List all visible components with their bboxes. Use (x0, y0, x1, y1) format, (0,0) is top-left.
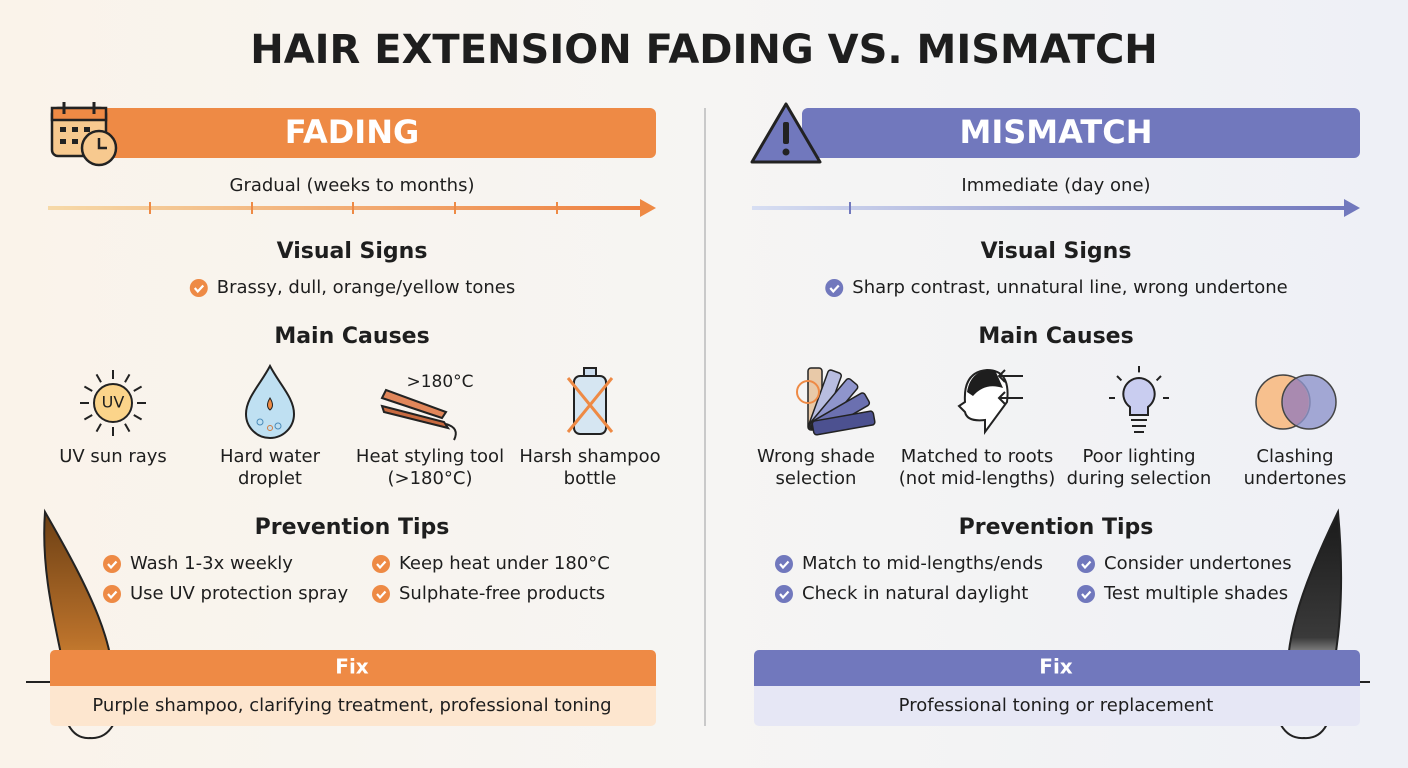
prevention-tip: Wash 1-3x weekly (130, 553, 293, 574)
cause-label: (not mid-lengths) (899, 468, 1055, 489)
heading-icon (750, 102, 822, 164)
check-icon (372, 585, 390, 603)
cause-label: during selection (1067, 468, 1212, 489)
timeline-line (48, 206, 642, 210)
section-heading: Prevention Tips (255, 515, 450, 540)
panel-heading: MISMATCH (959, 113, 1152, 151)
timeline-arrow (1344, 199, 1360, 217)
visual-sign: Sharp contrast, unnatural line, wrong un… (852, 277, 1287, 298)
check-icon (825, 279, 844, 297)
cause-icon (380, 388, 457, 441)
fix-text: Purple shampoo, clarifying treatment, pr… (92, 695, 611, 716)
section-heading: Visual Signs (277, 239, 428, 264)
cause-icon (80, 370, 146, 436)
fix-bar (50, 650, 656, 686)
title: HAIR EXTENSION FADING VS. MISMATCH (250, 27, 1158, 73)
panels: FADING Gradual (weeks to months) Visual Si… (48, 102, 1360, 726)
fix-heading: Fix (1039, 655, 1073, 679)
prevention-tip: Keep heat under 180°C (399, 553, 610, 574)
timeline-label: Immediate (day one) (961, 175, 1150, 196)
prevention-tip: Consider undertones (1104, 553, 1292, 574)
timeline-line (752, 206, 1346, 210)
cause-icon (957, 368, 1023, 436)
visual-sign: Brassy, dull, orange/yellow tones (217, 277, 515, 298)
section-heading: Main Causes (978, 324, 1133, 349)
cause-label: Harsh shampoo (519, 446, 660, 467)
check-icon (1077, 585, 1095, 603)
cause-label: (>180°C) (387, 468, 472, 489)
panel-heading: FADING (285, 113, 419, 151)
cause-icon (1109, 366, 1169, 433)
section-heading: Main Causes (274, 324, 429, 349)
check-icon (103, 585, 121, 603)
check-icon (775, 555, 793, 573)
cause-label: Hard water (220, 446, 321, 467)
cause-icon (796, 367, 876, 436)
heading-icon (50, 102, 118, 167)
icon-text: UV (102, 393, 125, 412)
prevention-tip: Check in natural daylight (802, 583, 1028, 604)
cause-label: bottle (564, 468, 617, 489)
check-icon (1077, 555, 1095, 573)
check-icon (189, 279, 208, 297)
cause-label: UV sun rays (59, 446, 167, 467)
fix-text: Professional toning or replacement (899, 695, 1214, 716)
cause-label: Wrong shade (757, 446, 875, 467)
prevention-tip: Sulphate-free products (399, 583, 605, 604)
fix-heading: Fix (335, 655, 369, 679)
cause-label: Heat styling tool (356, 446, 504, 467)
section-heading: Prevention Tips (959, 515, 1154, 540)
timeline-arrow (640, 199, 656, 217)
cause-icon (566, 367, 614, 435)
heading-bar (98, 108, 656, 158)
icon-text: >180°C (406, 372, 473, 392)
check-icon (775, 585, 793, 603)
cause-label: selection (776, 468, 857, 489)
cause-icon (1255, 374, 1337, 430)
check-icon (372, 555, 390, 573)
prevention-tip: Match to mid-lengths/ends (802, 553, 1043, 574)
cause-label: Matched to roots (901, 446, 1053, 467)
cause-label: Clashing (1256, 446, 1333, 467)
fix-bar (754, 650, 1360, 686)
section-heading: Visual Signs (981, 239, 1132, 264)
cause-label: Poor lighting (1082, 446, 1195, 467)
prevention-tip: Test multiple shades (1103, 583, 1288, 604)
check-icon (103, 555, 121, 573)
cause-label: undertones (1244, 468, 1347, 489)
prevention-tip: Use UV protection spray (130, 583, 348, 604)
cause-icon (244, 363, 296, 439)
cause-label: droplet (238, 468, 302, 489)
heading-bar (802, 108, 1360, 158)
timeline-label: Gradual (weeks to months) (230, 175, 475, 196)
